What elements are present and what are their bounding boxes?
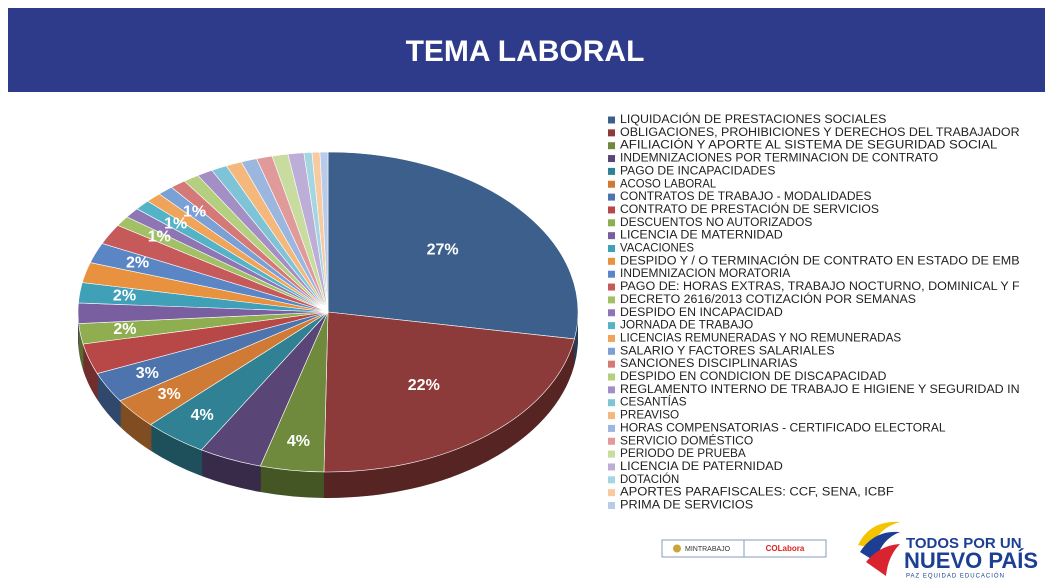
- legend-swatch: [608, 257, 615, 265]
- legend-label: JORNADA DE TRABAJO: [620, 320, 753, 332]
- legend-swatch: [608, 219, 615, 227]
- legend-swatch: [608, 270, 615, 278]
- data-label: 2%: [113, 321, 136, 338]
- legend-swatch: [608, 386, 615, 394]
- legend-swatch: [608, 142, 615, 150]
- legend-swatch: [608, 489, 615, 497]
- legend-swatch: [608, 116, 615, 124]
- legend-label: PERIODO DE PRUEBA: [620, 448, 746, 460]
- legend-label: SERVICIO DOMÉSTICO: [620, 434, 753, 447]
- legend-swatch: [608, 450, 615, 458]
- legend-swatch: [608, 412, 615, 420]
- flag-icon: [860, 531, 900, 562]
- logo-box: [743, 539, 827, 558]
- legend-swatch: [608, 476, 615, 484]
- data-label: 2%: [126, 255, 149, 272]
- legend-swatch: [608, 193, 615, 201]
- data-label: 22%: [408, 377, 440, 394]
- slogan: TODOS POR UN: [906, 535, 1022, 552]
- legend-label: DECRETO 2616/2013 COTIZACIÓN POR SEMANAS: [620, 293, 916, 306]
- data-label: 2%: [113, 287, 136, 304]
- legend-label: SANCIONES DISCIPLINARIAS: [620, 358, 798, 370]
- flag-icon: [866, 544, 900, 576]
- legend-swatch: [608, 206, 615, 214]
- legend-swatch: [608, 360, 615, 368]
- legend-label: DESPIDO Y / O TERMINACIÓN DE CONTRATO EN…: [620, 254, 1020, 267]
- legend-swatch: [608, 155, 615, 163]
- legend-label: AFILIACIÓN Y APORTE AL SISTEMA DE SEGURI…: [620, 139, 998, 152]
- legend-swatch: [608, 322, 615, 330]
- legend-label: REGLAMENTO INTERNO DE TRABAJO E HIGIENE …: [620, 384, 1020, 396]
- slice: [323, 311, 575, 473]
- legend-label: CESANTÍAS: [620, 396, 687, 409]
- legend-label: DESPIDO EN CONDICION DE DISCAPACIDAD: [620, 371, 886, 383]
- legend-label: PRIMA DE SERVICIOS: [620, 500, 754, 512]
- legend-swatch: [608, 283, 615, 291]
- legend-swatch: [608, 245, 615, 252]
- title: TEMA LABORAL: [406, 35, 645, 68]
- legend-label: DESPIDO EN INCAPACIDAD: [620, 307, 783, 319]
- legend-label: INDEMNIZACION MORATORIA: [620, 268, 791, 280]
- slogan: PAZ EQUIDAD EDUCACIÓN: [906, 573, 1005, 580]
- pie: 27%22%4%4%3%3%2%2%2%1%1%1%: [77, 151, 579, 499]
- legend-label: VACACIONES: [620, 243, 694, 255]
- flag-icon: [858, 521, 900, 548]
- legend-swatch: [608, 463, 615, 471]
- legend-swatch: [608, 180, 615, 188]
- data-label: 1%: [148, 229, 171, 246]
- legend-swatch: [608, 129, 615, 137]
- slice: [319, 151, 329, 313]
- legend-swatch: [608, 167, 615, 175]
- legend-label: LICENCIA DE PATERNIDAD: [620, 461, 783, 473]
- header-band: [8, 8, 1045, 92]
- legend-swatch: [608, 347, 615, 355]
- legend-swatch: [608, 334, 615, 342]
- legend-swatch: [608, 502, 615, 509]
- legend-swatch: [608, 232, 615, 240]
- legend-label: OBLIGACIONES, PROHIBICIONES Y DERECHOS D…: [620, 127, 1020, 139]
- logo-text: COLabora: [766, 544, 805, 553]
- slogan: NUEVO PAÍS: [904, 548, 1038, 573]
- legend-swatch: [608, 309, 615, 317]
- data-label: 4%: [287, 433, 310, 450]
- legend-label: DESCUENTOS NO AUTORIZADOS: [620, 217, 813, 229]
- legend-swatch: [608, 373, 615, 381]
- legend-label: DOTACIÓN: [620, 473, 679, 486]
- legend-label: INDEMNIZACIONES POR TERMINACION DE CONTR…: [620, 153, 938, 165]
- legend-label: LICENCIAS REMUNERADAS Y NO REMUNERADAS: [620, 332, 902, 344]
- legend-label: PAGO DE: HORAS EXTRAS, TRABAJO NOCTURNO,…: [620, 281, 1020, 293]
- legend-label: PAGO DE INCAPACIDADES: [620, 165, 776, 177]
- legend-label: CONTRATO DE PRESTACIÓN DE SERVICIOS: [620, 203, 879, 216]
- legend: LIQUIDACIÓN DE PRESTACIONES SOCIALESOBLI…: [608, 113, 1020, 512]
- data-label: 1%: [183, 204, 206, 221]
- legend-label: APORTES PARAFISCALES: CCF, SENA, ICBF: [620, 487, 894, 499]
- legend-swatch: [608, 399, 615, 407]
- legend-label: HORAS COMPENSATORIAS - CERTIFICADO ELECT…: [620, 422, 946, 434]
- legend-swatch: [608, 437, 615, 445]
- data-label: 27%: [427, 241, 459, 258]
- legend-label: ACOSO LABORAL: [620, 178, 717, 190]
- legend-swatch: [608, 424, 615, 432]
- data-label: 1%: [164, 215, 187, 232]
- legend-label: LICENCIA DE MATERNIDAD: [620, 230, 783, 242]
- legend-label: CONTRATOS DE TRABAJO - MODALIDADES: [620, 191, 872, 203]
- legend-label: SALARIO Y FACTORES SALARIALES: [620, 345, 835, 357]
- logo-text: MINTRABAJO: [685, 546, 731, 553]
- logo-seal: [673, 544, 681, 553]
- data-label: 3%: [136, 365, 159, 382]
- legend-label: PREAVISO: [620, 410, 679, 422]
- legend-label: LIQUIDACIÓN DE PRESTACIONES SOCIALES: [620, 113, 887, 126]
- legend-swatch: [608, 296, 615, 304]
- data-label: 3%: [158, 386, 181, 403]
- slice: [327, 151, 579, 340]
- data-label: 4%: [191, 407, 214, 424]
